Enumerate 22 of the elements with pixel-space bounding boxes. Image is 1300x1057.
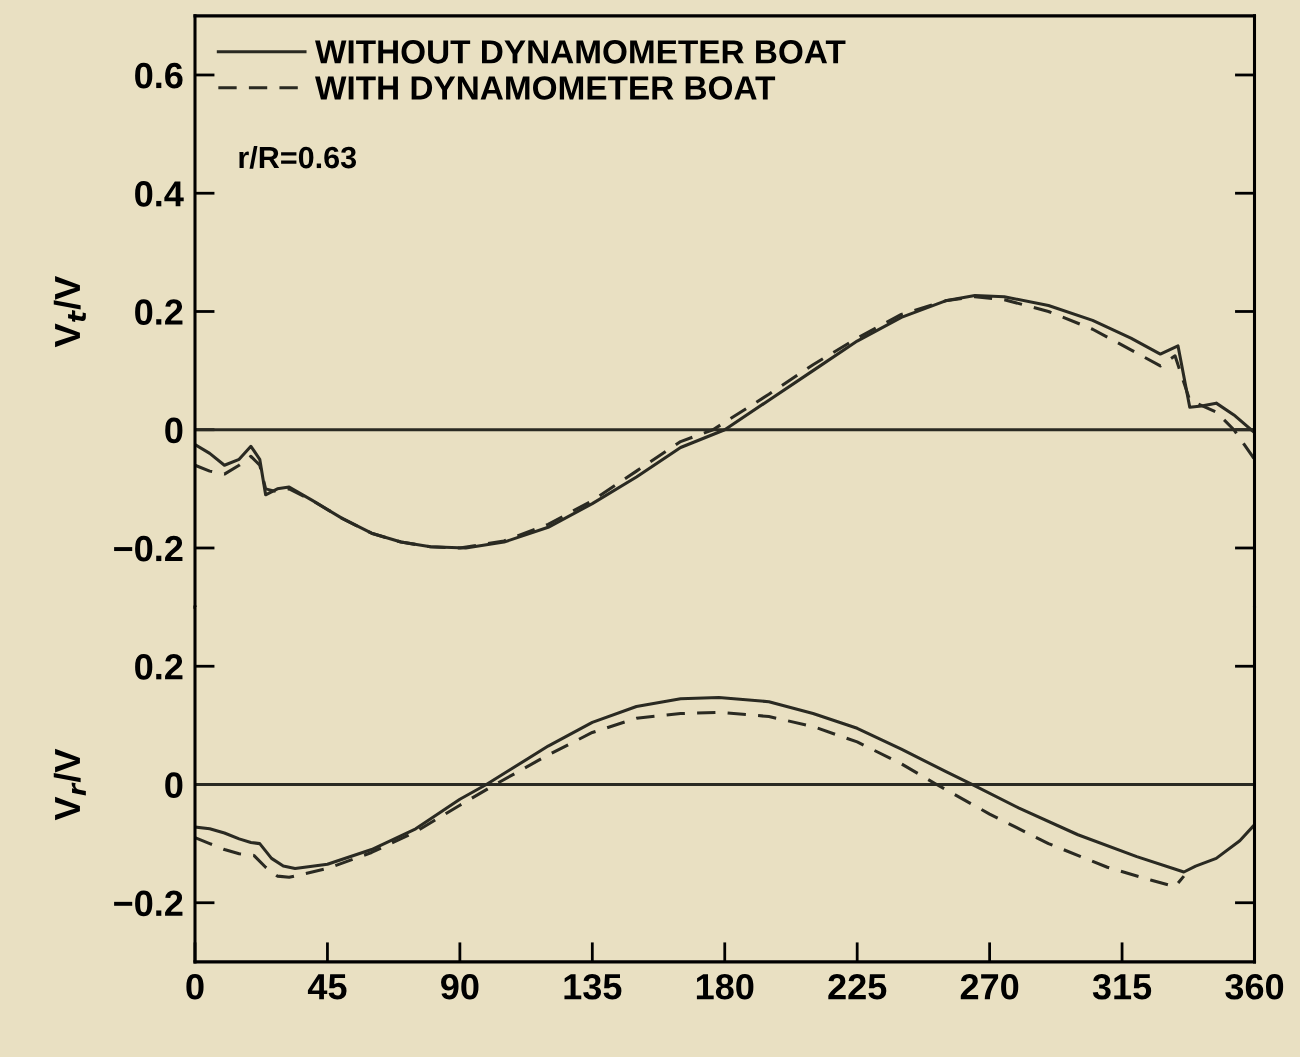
- x-tick-label: 225: [828, 973, 887, 1000]
- y-tick-label: −0.2: [114, 535, 183, 562]
- y-tick-label: 0.2: [135, 299, 183, 325]
- y-axis-title: V$_{t}$/V: [53, 276, 86, 348]
- y-tick-label: 0.4: [135, 181, 184, 207]
- legend-label: WITHOUT DYNAMOMETER BOAT: [315, 40, 846, 64]
- y-tick-label: 0.6: [135, 62, 183, 89]
- x-tick-label: 90: [441, 973, 479, 1000]
- x-tick-label: 45: [307, 974, 347, 1000]
- x-tick-label: 135: [564, 973, 622, 1000]
- x-tick-label: 360: [1225, 973, 1284, 1000]
- y-axis-title: V$_{r}$/V: [53, 748, 86, 821]
- x-tick-label: 0: [186, 973, 204, 1000]
- y-tick-label: 0.2: [135, 654, 183, 680]
- x-tick-label: 315: [1092, 973, 1152, 1000]
- y-tick-label: −0.2: [114, 890, 183, 917]
- y-tick-label: 0: [165, 772, 183, 798]
- y-tick-label: 0: [165, 417, 183, 444]
- x-tick-label: 270: [960, 973, 1019, 1000]
- x-tick-label: 180: [696, 973, 754, 1000]
- legend-label: WITH DYNAMOMETER BOAT: [315, 76, 776, 100]
- annotation: r/R=0.63: [239, 145, 357, 169]
